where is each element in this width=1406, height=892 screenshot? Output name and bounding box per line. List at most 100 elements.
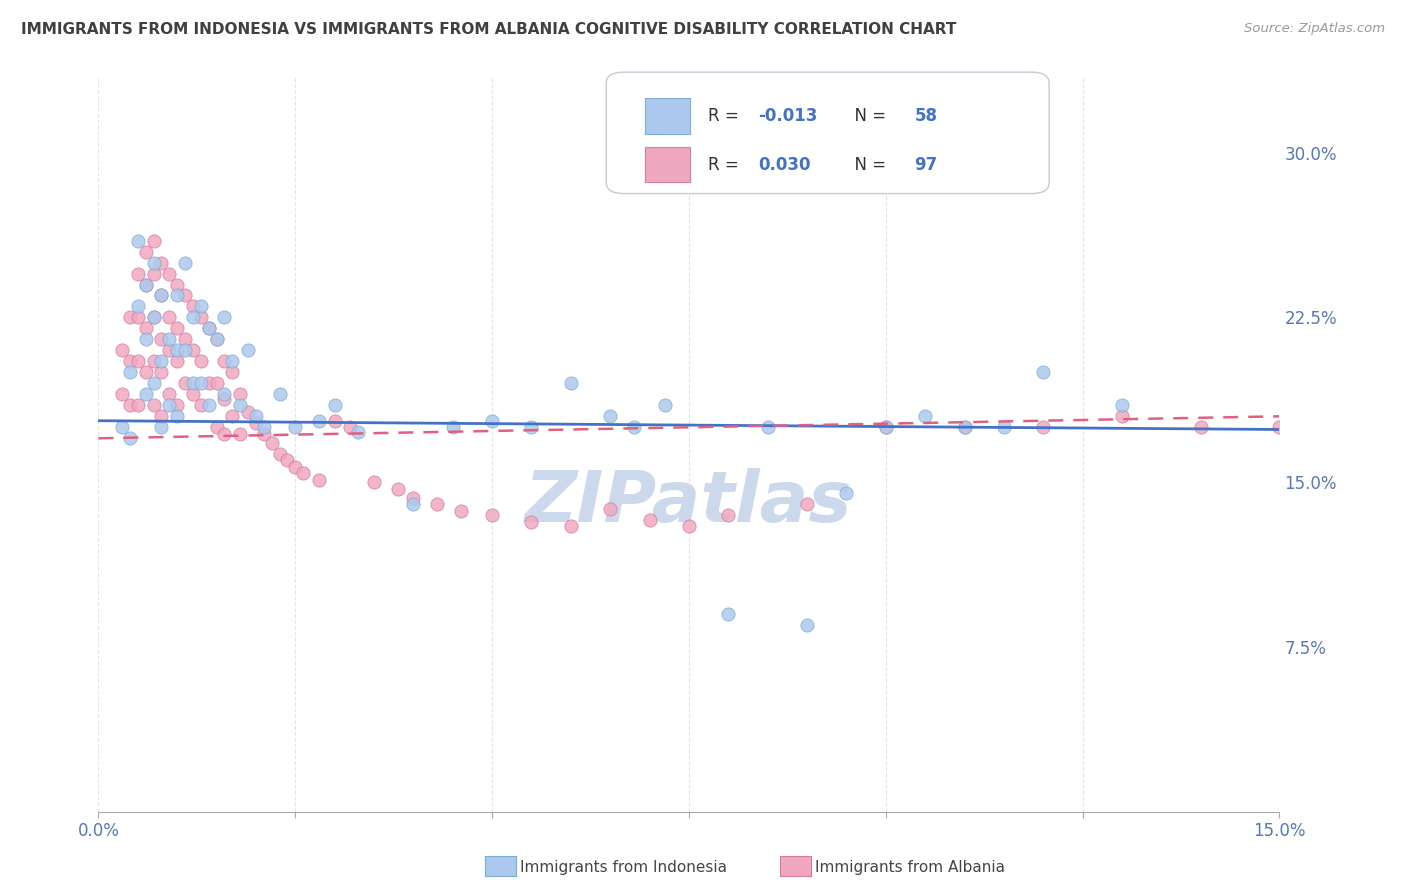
Point bbox=[1111, 409, 1133, 424]
Point bbox=[135, 277, 157, 292]
Point bbox=[1308, 420, 1330, 434]
Point bbox=[993, 420, 1015, 434]
Point bbox=[717, 508, 740, 523]
Text: Source: ZipAtlas.com: Source: ZipAtlas.com bbox=[1244, 22, 1385, 36]
Point bbox=[245, 409, 267, 424]
Point bbox=[253, 426, 276, 441]
Point bbox=[1032, 365, 1054, 379]
Point bbox=[197, 376, 219, 391]
Text: 58: 58 bbox=[914, 107, 938, 125]
Point bbox=[323, 398, 346, 412]
Text: IMMIGRANTS FROM INDONESIA VS IMMIGRANTS FROM ALBANIA COGNITIVE DISABILITY CORREL: IMMIGRANTS FROM INDONESIA VS IMMIGRANTS … bbox=[21, 22, 956, 37]
Point bbox=[599, 409, 621, 424]
Text: R =: R = bbox=[707, 155, 744, 174]
Point bbox=[127, 398, 149, 412]
Point bbox=[214, 354, 236, 368]
Point bbox=[756, 420, 779, 434]
Point bbox=[135, 244, 157, 259]
Point bbox=[135, 277, 157, 292]
Point bbox=[292, 467, 315, 481]
Point bbox=[236, 343, 259, 358]
Point bbox=[1268, 420, 1291, 434]
Point bbox=[142, 234, 165, 248]
Point bbox=[269, 447, 291, 461]
Text: R =: R = bbox=[707, 107, 744, 125]
Point bbox=[181, 376, 204, 391]
Point bbox=[135, 321, 157, 335]
Point bbox=[127, 354, 149, 368]
Text: 97: 97 bbox=[914, 155, 938, 174]
Point bbox=[347, 425, 370, 439]
Point bbox=[118, 398, 141, 412]
Point bbox=[157, 387, 180, 401]
Point bbox=[441, 420, 464, 434]
Text: Immigrants from Albania: Immigrants from Albania bbox=[815, 860, 1005, 874]
Text: 0.030: 0.030 bbox=[759, 155, 811, 174]
Point bbox=[174, 343, 197, 358]
Point bbox=[1386, 420, 1406, 434]
Point bbox=[796, 497, 818, 511]
Point bbox=[260, 435, 283, 450]
Point bbox=[142, 310, 165, 325]
Point bbox=[402, 491, 425, 505]
Point bbox=[190, 376, 212, 391]
Point bbox=[150, 409, 173, 424]
Point bbox=[953, 420, 976, 434]
Point bbox=[323, 414, 346, 428]
Point bbox=[339, 420, 361, 434]
Point bbox=[181, 387, 204, 401]
Point bbox=[181, 310, 204, 325]
Point bbox=[127, 310, 149, 325]
Point bbox=[638, 512, 661, 526]
Text: ZIPatlas: ZIPatlas bbox=[526, 468, 852, 537]
Point bbox=[1111, 398, 1133, 412]
Point bbox=[181, 343, 204, 358]
Point bbox=[796, 618, 818, 632]
Point bbox=[166, 321, 188, 335]
Point bbox=[174, 255, 197, 269]
Point bbox=[150, 255, 173, 269]
Point bbox=[111, 420, 134, 434]
Point bbox=[111, 343, 134, 358]
FancyBboxPatch shape bbox=[645, 147, 690, 182]
Point bbox=[127, 267, 149, 281]
Point bbox=[520, 420, 543, 434]
Point bbox=[150, 354, 173, 368]
Point bbox=[142, 310, 165, 325]
Point bbox=[214, 392, 236, 406]
Point bbox=[166, 288, 188, 302]
Point bbox=[118, 310, 141, 325]
Point bbox=[835, 486, 858, 500]
Point bbox=[190, 398, 212, 412]
Point bbox=[142, 376, 165, 391]
Point bbox=[953, 420, 976, 434]
Point bbox=[118, 365, 141, 379]
Point bbox=[221, 365, 243, 379]
Point bbox=[190, 310, 212, 325]
Point bbox=[1032, 420, 1054, 434]
Point bbox=[150, 365, 173, 379]
Point bbox=[150, 288, 173, 302]
Point bbox=[236, 405, 259, 419]
Point bbox=[174, 333, 197, 347]
Point bbox=[118, 431, 141, 445]
Point bbox=[221, 409, 243, 424]
Point bbox=[142, 267, 165, 281]
Point bbox=[875, 420, 897, 434]
Point bbox=[197, 321, 219, 335]
Point bbox=[623, 420, 645, 434]
Point bbox=[717, 607, 740, 621]
Point bbox=[205, 420, 228, 434]
Point bbox=[245, 416, 267, 430]
Point bbox=[190, 354, 212, 368]
Point bbox=[875, 420, 897, 434]
Point bbox=[111, 387, 134, 401]
Point bbox=[174, 288, 197, 302]
Point bbox=[197, 321, 219, 335]
Point bbox=[166, 277, 188, 292]
Point bbox=[197, 398, 219, 412]
Text: N =: N = bbox=[844, 107, 891, 125]
Point bbox=[1347, 420, 1369, 434]
Point bbox=[214, 426, 236, 441]
Point bbox=[253, 420, 276, 434]
